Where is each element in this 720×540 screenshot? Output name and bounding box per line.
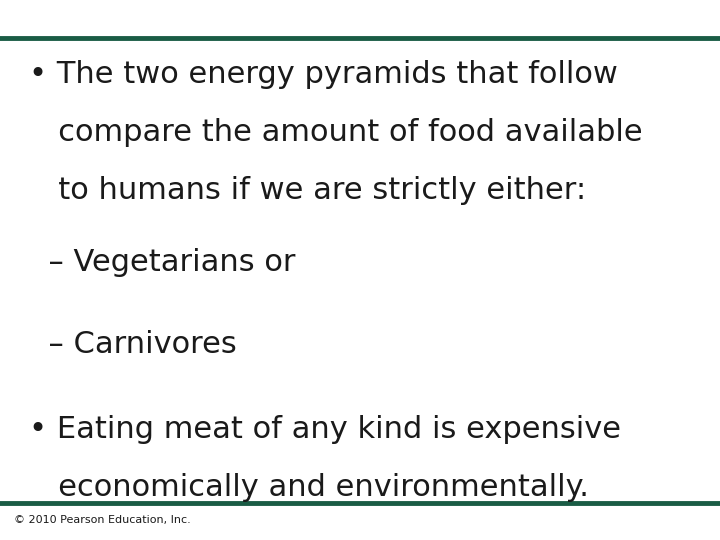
Text: – Vegetarians or: – Vegetarians or <box>29 248 295 277</box>
Text: – Carnivores: – Carnivores <box>29 330 237 359</box>
Text: economically and environmentally.: economically and environmentally. <box>29 473 589 502</box>
Text: to humans if we are strictly either:: to humans if we are strictly either: <box>29 176 586 205</box>
Text: • The two energy pyramids that follow: • The two energy pyramids that follow <box>29 60 618 89</box>
Text: • Eating meat of any kind is expensive: • Eating meat of any kind is expensive <box>29 415 621 444</box>
Text: © 2010 Pearson Education, Inc.: © 2010 Pearson Education, Inc. <box>14 515 191 525</box>
Text: compare the amount of food available: compare the amount of food available <box>29 118 642 147</box>
